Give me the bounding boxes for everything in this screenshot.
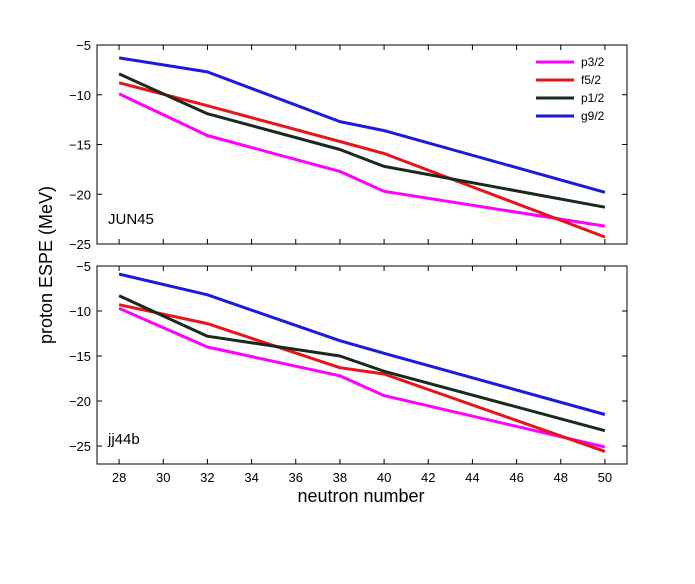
- legend-label: p1/2: [581, 91, 605, 105]
- x-tick-label: 50: [598, 470, 612, 485]
- x-tick-label: 42: [421, 470, 435, 485]
- legend-label: p3/2: [581, 55, 605, 69]
- y-tick-label: −25: [69, 439, 91, 454]
- x-axis-label: neutron number: [297, 486, 424, 506]
- legend-label: f5/2: [581, 73, 601, 87]
- y-tick-label: −15: [69, 138, 91, 153]
- series-line-p3-2: [118, 306, 606, 449]
- series-line-p1-2: [118, 72, 606, 209]
- x-tick-label: 44: [465, 470, 479, 485]
- series-line-p3-2: [118, 92, 606, 228]
- x-tick-label: 48: [554, 470, 568, 485]
- y-tick-label: −15: [69, 349, 91, 364]
- y-tick-label: −5: [76, 38, 91, 53]
- x-tick-label: 34: [244, 470, 258, 485]
- y-tick-label: −25: [69, 237, 91, 252]
- y-tick-label: −20: [69, 187, 91, 202]
- x-tick-label: 32: [200, 470, 214, 485]
- legend: p3/2 f5/2 p1/2 g9/2: [536, 55, 605, 123]
- panel-1: 28 30 32 34 36 38 40 42 44 46 48 50 −5 −10 −15 −20 −25 jj…: [69, 259, 628, 485]
- panel-label: jj44b: [107, 431, 140, 448]
- y-tick-label: −10: [69, 304, 91, 319]
- series-line-g9-2: [118, 56, 606, 194]
- series-line-p1-2: [118, 294, 606, 433]
- series-line-g9-2: [118, 272, 606, 416]
- y-axis-label: proton ESPE (MeV): [36, 186, 56, 344]
- x-tick-label: 30: [156, 470, 170, 485]
- y-tick-label: −5: [76, 259, 91, 274]
- y-tick-label: −20: [69, 394, 91, 409]
- series-line-f5-2: [118, 303, 606, 453]
- x-tick-label: 36: [289, 470, 303, 485]
- panel-label: JUN45: [108, 211, 154, 228]
- x-tick-label: 38: [333, 470, 347, 485]
- x-tick-label: 28: [112, 470, 126, 485]
- plot-frame: [96, 265, 628, 465]
- y-tick-label: −10: [69, 88, 91, 103]
- legend-label: g9/2: [581, 109, 605, 123]
- x-tick-label: 46: [509, 470, 523, 485]
- x-tick-label: 40: [377, 470, 391, 485]
- panel-0: −5 −10 −15 −20 −25 JUN45 p3/2 f5/2 p1/2 g9/2: [69, 38, 628, 252]
